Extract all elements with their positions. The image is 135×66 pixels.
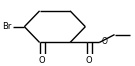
Text: O: O — [86, 56, 92, 65]
Text: O: O — [39, 56, 45, 65]
Text: O: O — [102, 37, 108, 46]
Text: Br: Br — [2, 22, 12, 31]
